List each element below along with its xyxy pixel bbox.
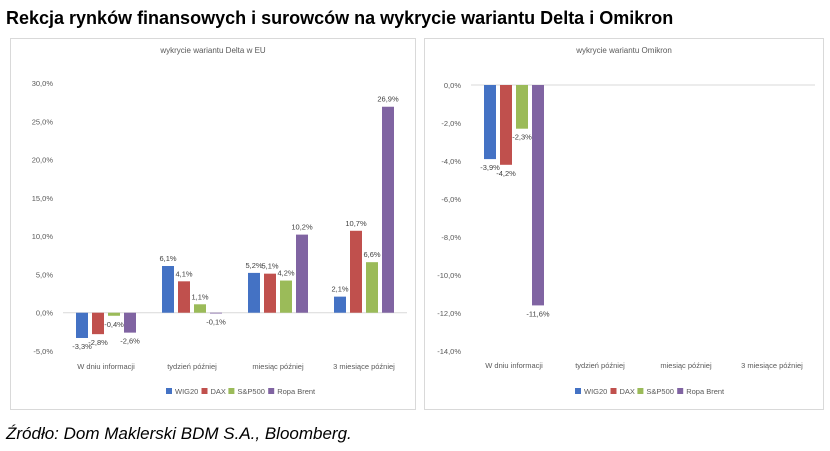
y-tick-label: 20,0% xyxy=(32,156,54,165)
data-label: -3,9% xyxy=(480,163,500,172)
bar-s-p500 xyxy=(516,85,528,129)
data-label: -11,6% xyxy=(526,309,550,318)
data-label: 4,2% xyxy=(277,269,294,278)
bar-dax xyxy=(500,85,512,165)
data-label: -0,1% xyxy=(206,317,226,326)
data-label: 26,9% xyxy=(377,95,399,104)
chart-title: wykrycie wariantu Delta w EU xyxy=(159,46,266,55)
category-label: 3 miesiące później xyxy=(741,361,803,370)
bar-ropa-brent xyxy=(382,106,394,313)
chart-omikron-panel: wykrycie wariantu Omikron -14,0% -12,0% -10… xyxy=(424,38,824,410)
legend-swatch-s-p500 xyxy=(637,388,644,394)
legend-swatch-dax xyxy=(201,388,208,394)
y-tick-label: -8,0% xyxy=(441,233,461,242)
bar-ropa-brent xyxy=(296,234,308,313)
category-label: tydzień później xyxy=(575,361,625,370)
data-label: -3,3% xyxy=(72,342,92,351)
chart-delta: wykrycie wariantu Delta w EU -5,0% 0,0% 5,0… xyxy=(32,46,407,396)
legend-swatch-ropa-brent xyxy=(677,388,684,394)
legend-label: S&P500 xyxy=(237,387,265,396)
data-label: -4,2% xyxy=(496,169,516,178)
bar-wig20 xyxy=(484,85,496,160)
chart-omikron: wykrycie wariantu Omikron -14,0% -12,0% -10… xyxy=(437,46,815,396)
data-label: 10,7% xyxy=(345,219,367,228)
bar-wig20 xyxy=(334,296,346,313)
y-tick-label: -12,0% xyxy=(437,309,461,318)
bar-s-p500 xyxy=(194,304,206,313)
legend-swatch-wig20 xyxy=(575,388,581,394)
chart-title: wykrycie wariantu Omikron xyxy=(575,46,672,55)
data-label: -2,6% xyxy=(120,337,140,346)
bar-wig20 xyxy=(248,272,260,313)
y-tick-label: 10,0% xyxy=(32,232,54,241)
y-tick-label: 0,0% xyxy=(444,81,461,90)
legend-swatch-dax xyxy=(610,388,617,394)
category-label: W dniu informacji xyxy=(77,362,135,371)
legend-swatch-s-p500 xyxy=(228,388,235,394)
legend-label: S&P500 xyxy=(646,387,674,396)
category-label: miesiąc później xyxy=(660,361,712,370)
data-label: -0,4% xyxy=(104,320,124,329)
y-tick-label: 30,0% xyxy=(32,79,54,88)
bar-s-p500 xyxy=(108,312,120,316)
source-note: Źródło: Dom Maklerski BDM S.A., Bloomber… xyxy=(6,424,352,443)
page-title: Rekcja rynków finansowych i surowców na … xyxy=(6,8,674,28)
bar-dax xyxy=(92,312,104,335)
data-label: 4,1% xyxy=(175,269,192,278)
legend-label: Ropa Brent xyxy=(277,387,316,396)
data-label: 6,1% xyxy=(159,254,176,263)
bar-dax xyxy=(178,281,190,313)
y-tick-label: -4,0% xyxy=(441,157,461,166)
y-tick-label: 15,0% xyxy=(32,194,54,203)
data-label: -2,8% xyxy=(88,338,108,347)
bar-wig20 xyxy=(162,266,174,313)
bar-dax xyxy=(350,230,362,313)
legend-label: DAX xyxy=(211,387,226,396)
category-label: tydzień później xyxy=(167,362,217,371)
category-label: miesiąc później xyxy=(252,362,304,371)
y-tick-label: -6,0% xyxy=(441,195,461,204)
y-tick-label: -2,0% xyxy=(441,119,461,128)
legend-label: DAX xyxy=(620,387,635,396)
bar-ropa-brent xyxy=(210,312,222,314)
y-tick-label: 25,0% xyxy=(32,117,54,126)
bar-wig20 xyxy=(76,312,88,338)
legend-label: WIG20 xyxy=(175,387,198,396)
category-label: W dniu informacji xyxy=(485,361,543,370)
y-tick-label: -5,0% xyxy=(33,347,53,356)
legend-swatch-ropa-brent xyxy=(268,388,275,394)
data-label: -2,3% xyxy=(512,133,532,142)
bar-ropa-brent xyxy=(532,85,544,306)
data-label: 6,6% xyxy=(363,250,380,259)
data-label: 10,2% xyxy=(291,223,313,232)
chart-delta-panel: wykrycie wariantu Delta w EU -5,0% 0,0% 5,0… xyxy=(10,38,416,410)
data-label: 1,1% xyxy=(191,292,208,301)
y-tick-label: 0,0% xyxy=(36,309,53,318)
data-label: 2,1% xyxy=(331,285,348,294)
data-label: 5,1% xyxy=(261,262,278,271)
y-tick-label: -14,0% xyxy=(437,347,461,356)
legend-label: Ropa Brent xyxy=(686,387,725,396)
bar-s-p500 xyxy=(366,262,378,313)
bar-s-p500 xyxy=(280,280,292,313)
legend-swatch-wig20 xyxy=(166,388,172,394)
y-tick-label: -10,0% xyxy=(437,271,461,280)
data-label: 5,2% xyxy=(245,261,262,270)
y-tick-label: 5,0% xyxy=(36,270,53,279)
legend-label: WIG20 xyxy=(584,387,607,396)
category-label: 3 miesiące później xyxy=(333,362,395,371)
bar-ropa-brent xyxy=(124,312,136,333)
bar-dax xyxy=(264,273,276,313)
